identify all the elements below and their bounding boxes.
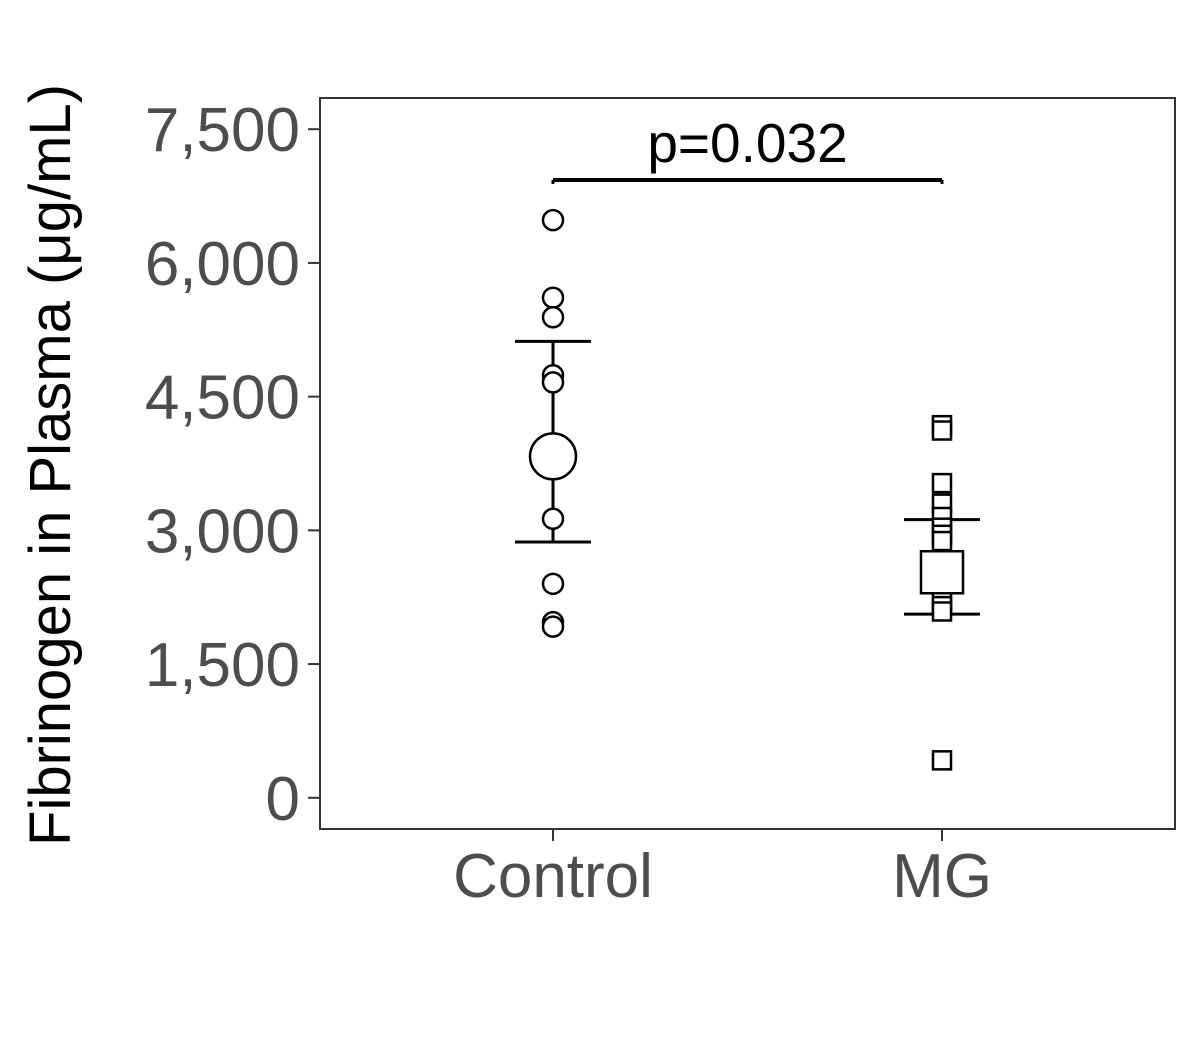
data-point — [931, 420, 953, 441]
data-point — [541, 208, 565, 232]
y-axis-title-group: Fibrinogen in Plasma (μg/mL) — [18, 84, 83, 846]
data-point — [541, 507, 565, 531]
data-point — [541, 306, 565, 329]
mean-marker — [919, 550, 965, 595]
mean-marker — [528, 432, 578, 481]
x-tick-label: MG — [892, 842, 992, 911]
axes: 0 1,500 3,000 4,500 6,000 7,500 Control MG — [145, 96, 992, 911]
data-marks — [515, 208, 980, 771]
data-point — [931, 750, 953, 771]
y-tick-label: 6,000 — [145, 230, 300, 299]
y-tick-label: 1,500 — [145, 631, 300, 700]
p-value-label: p=0.032 — [647, 112, 847, 174]
x-tick-label: Control — [453, 842, 653, 911]
y-tick-label: 3,000 — [145, 497, 300, 566]
annotations: p=0.032 — [551, 112, 944, 185]
plot-area — [319, 97, 1176, 830]
y-tick-label: 4,500 — [145, 364, 300, 433]
y-tick-label: 7,500 — [145, 96, 300, 165]
data-point — [931, 530, 953, 552]
data-point — [541, 286, 565, 309]
data-point — [541, 615, 565, 638]
data-point — [931, 601, 953, 622]
y-axis-title: Fibrinogen in Plasma (μg/mL) — [18, 84, 83, 846]
plot-frame — [319, 97, 1176, 830]
data-point — [931, 472, 953, 494]
data-point — [541, 572, 565, 596]
data-point — [541, 371, 565, 394]
y-tick-label: 0 — [266, 765, 300, 834]
